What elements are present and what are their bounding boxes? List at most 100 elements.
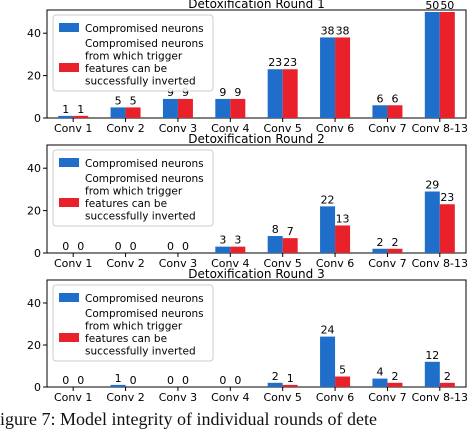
chart-title: Detoxification Round 3 xyxy=(188,267,324,281)
legend-label-red-line: successfully inverted xyxy=(85,211,196,223)
bar-inverted xyxy=(282,238,298,253)
data-label: 1 xyxy=(62,103,69,116)
data-label: 0 xyxy=(130,374,137,387)
x-tick-label: Conv 5 xyxy=(263,257,301,270)
bar-inverted xyxy=(282,384,298,387)
data-label: 23 xyxy=(440,191,454,204)
legend-swatch-blue xyxy=(59,23,79,32)
legend-label-red-line: successfully inverted xyxy=(85,76,196,88)
x-tick-label: Conv 2 xyxy=(106,122,144,135)
chart-panel-1: Detoxification Round 1 0 20 40 1 1 Conv 1 5 5 Con… xyxy=(27,0,468,135)
data-label: 0 xyxy=(130,240,137,253)
y-tick-label: 20 xyxy=(27,205,41,218)
bar-inverted xyxy=(177,98,193,118)
legend-label-red-line: Compromised neurons xyxy=(85,308,204,320)
data-label: 2 xyxy=(391,236,398,249)
bar-inverted xyxy=(125,107,141,118)
bar-inverted xyxy=(439,204,455,253)
data-label: 0 xyxy=(77,374,84,387)
data-label: 2 xyxy=(444,370,451,383)
data-label: 9 xyxy=(167,86,174,99)
bar-compromised xyxy=(110,384,126,387)
legend-swatch-red xyxy=(59,198,79,207)
bar-compromised xyxy=(320,336,336,387)
y-tick-label: 40 xyxy=(27,162,41,175)
data-label: 13 xyxy=(336,212,350,225)
chart-title: Detoxification Round 1 xyxy=(188,0,324,11)
data-label: 3 xyxy=(219,234,226,247)
data-label: 8 xyxy=(272,223,279,236)
bar-inverted xyxy=(282,69,298,118)
x-tick-label: Conv 2 xyxy=(106,257,144,270)
x-tick-label: Conv 8-13 xyxy=(412,122,468,135)
bar-compromised xyxy=(267,382,283,387)
data-label: 22 xyxy=(321,193,335,206)
data-label: 5 xyxy=(130,94,137,107)
data-label: 5 xyxy=(339,364,346,377)
data-label: 0 xyxy=(167,374,174,387)
data-label: 50 xyxy=(425,0,439,12)
y-tick-label: 40 xyxy=(27,27,41,40)
legend-label-red-line: successfully inverted xyxy=(85,346,196,358)
figure-caption: igure 7: Model integrity of individual r… xyxy=(0,410,377,429)
x-tick-label: Conv 1 xyxy=(54,257,92,270)
y-tick-label: 20 xyxy=(27,339,41,352)
legend-label-red-line: features can be xyxy=(85,198,167,210)
data-label: 0 xyxy=(62,374,69,387)
bar-inverted xyxy=(335,225,351,253)
data-label: 0 xyxy=(115,240,122,253)
data-label: 2 xyxy=(376,236,383,249)
bar-inverted xyxy=(387,105,403,118)
x-tick-label: Conv 4 xyxy=(211,122,249,135)
data-label: 12 xyxy=(425,349,439,362)
bar-compromised xyxy=(267,69,283,118)
bar-compromised xyxy=(372,378,388,387)
data-label: 0 xyxy=(182,240,189,253)
x-tick-label: Conv 6 xyxy=(316,122,354,135)
data-label: 9 xyxy=(234,86,241,99)
plot-frame xyxy=(46,144,467,254)
data-label: 0 xyxy=(62,240,69,253)
x-tick-label: Conv 7 xyxy=(368,122,406,135)
legend-box xyxy=(52,14,214,92)
data-label: 9 xyxy=(219,86,226,99)
bar-compromised xyxy=(162,98,178,118)
bar-compromised xyxy=(424,191,440,253)
data-label: 24 xyxy=(321,324,335,337)
legend-swatch-red xyxy=(59,333,79,342)
data-label: 50 xyxy=(440,0,454,12)
x-tick-label: Conv 1 xyxy=(54,122,92,135)
bar-compromised xyxy=(424,12,440,118)
bar-compromised xyxy=(58,115,74,118)
bar-inverted xyxy=(387,248,403,253)
x-tick-label: Conv 4 xyxy=(211,257,249,270)
data-label: 23 xyxy=(283,56,297,69)
x-tick-label: Conv 3 xyxy=(159,391,197,404)
bar-compromised xyxy=(215,246,231,253)
plot-frame xyxy=(46,9,467,119)
x-tick-label: Conv 7 xyxy=(368,257,406,270)
bar-inverted xyxy=(439,12,455,118)
x-tick-label: Conv 5 xyxy=(263,122,301,135)
x-tick-label: Conv 2 xyxy=(106,391,144,404)
legend-label-red-line: from which trigger xyxy=(85,321,183,333)
bar-inverted xyxy=(230,246,246,253)
data-label: 4 xyxy=(376,366,383,379)
legend-box xyxy=(52,149,214,227)
legend-label-red-line: from which trigger xyxy=(85,51,183,63)
data-label: 5 xyxy=(115,94,122,107)
y-tick-label: 20 xyxy=(27,70,41,83)
y-tick-label: 0 xyxy=(34,112,41,125)
x-tick-label: Conv 3 xyxy=(159,257,197,270)
x-tick-label: Conv 6 xyxy=(316,391,354,404)
bar-compromised xyxy=(424,361,440,387)
x-tick-label: Conv 1 xyxy=(54,391,92,404)
legend-swatch-blue xyxy=(59,293,79,302)
legend-box xyxy=(52,284,214,362)
y-tick-label: 0 xyxy=(34,381,41,394)
legend-label-red-line: from which trigger xyxy=(85,186,183,198)
